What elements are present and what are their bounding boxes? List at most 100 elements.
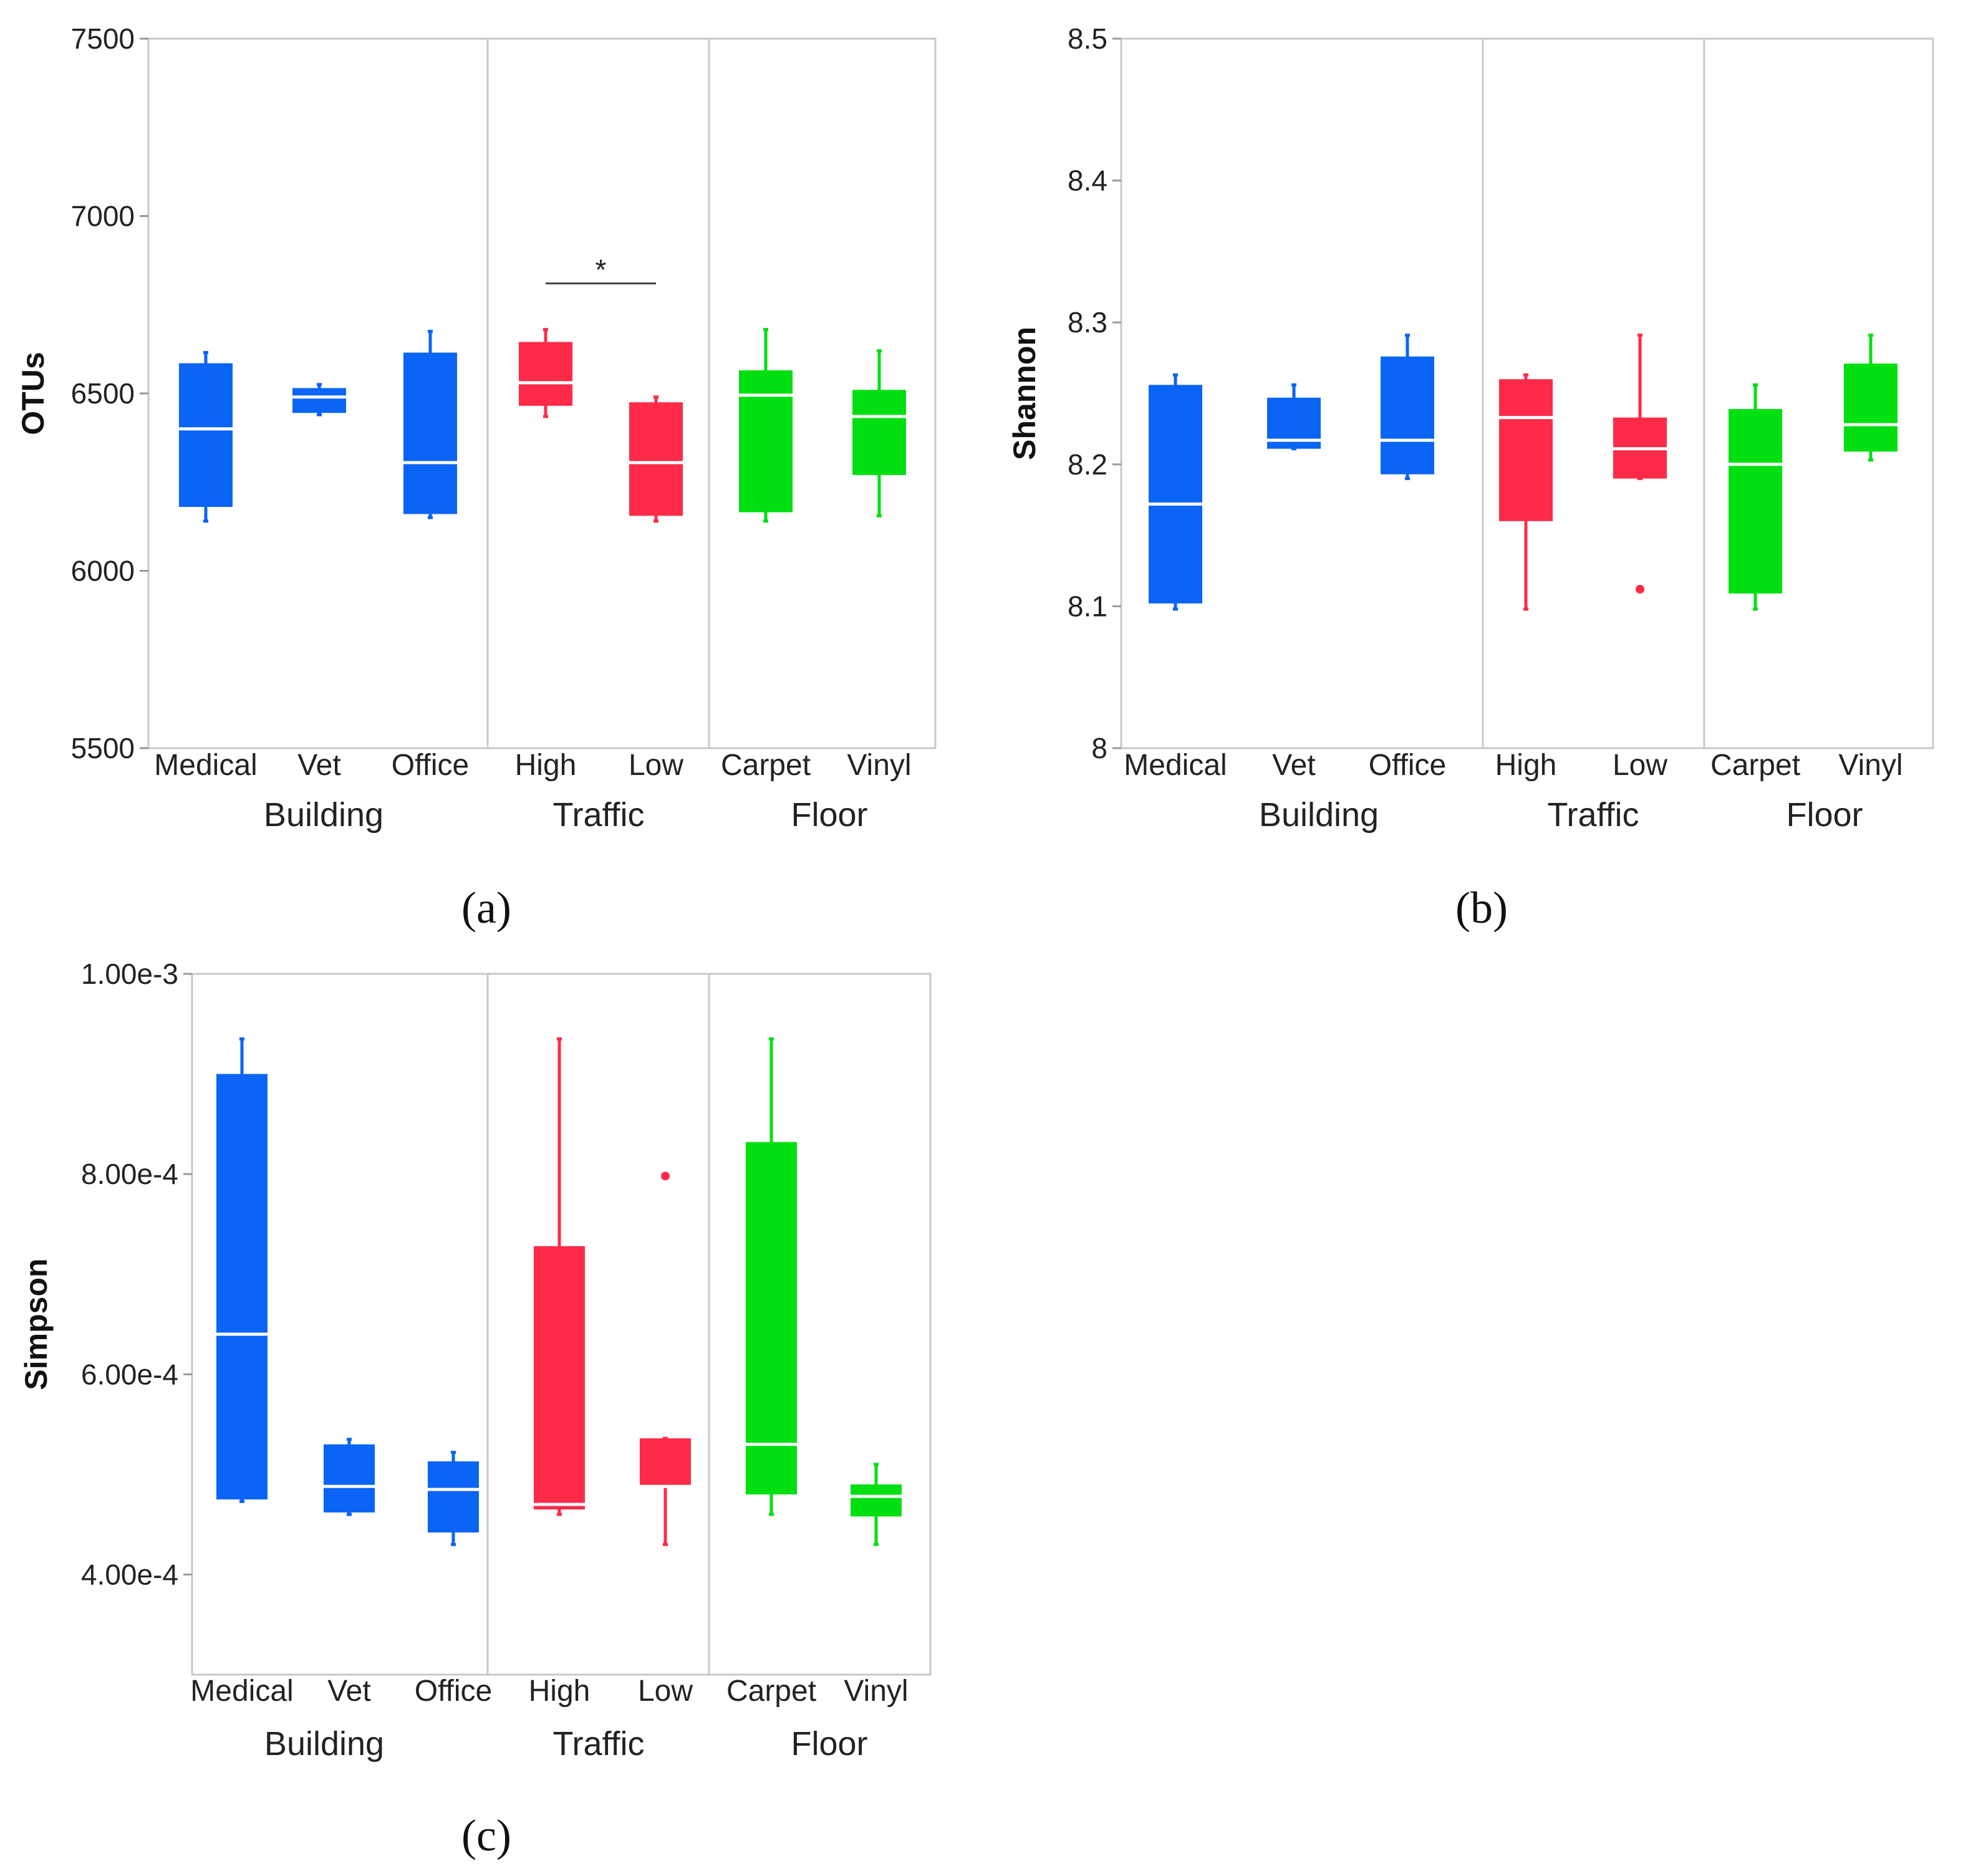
category-label-high: High (1495, 749, 1557, 782)
box-low (629, 395, 683, 523)
box-carpet (746, 1037, 797, 1516)
group-label-floor: Floor (1786, 796, 1863, 834)
category-label-office: Office (392, 749, 470, 782)
box-body (739, 370, 793, 512)
y-tick-label: 6.00e-4 (81, 1358, 178, 1390)
category-label-low: Low (1613, 749, 1667, 782)
box-high (519, 328, 572, 418)
panel-2: 8 8.1 8.2 8.3 8.4 8.5 Shannon Medical Vet Office H… (1007, 22, 1934, 933)
box-carpet (1729, 383, 1782, 611)
box-office (1381, 334, 1434, 481)
panel-label: (b) (1455, 883, 1508, 933)
y-tick-label: 8.3 (1068, 306, 1107, 339)
box-body (216, 1074, 268, 1499)
y-tick-label: 7500 (71, 22, 135, 55)
category-label-office: Office (1369, 749, 1447, 782)
box-vinyl (852, 349, 906, 517)
box-body (629, 402, 683, 516)
category-label-vet: Vet (327, 1675, 370, 1708)
outlier-point (661, 1171, 670, 1181)
box-office (428, 1451, 479, 1546)
y-tick-label: 8.1 (1068, 590, 1107, 622)
group-label-traffic: Traffic (1547, 796, 1639, 834)
category-label-vinyl: Vinyl (847, 749, 911, 782)
box-body (1149, 385, 1202, 604)
box-medical (216, 1037, 268, 1503)
y-tick-label: 6000 (71, 555, 135, 587)
box-body (534, 1246, 585, 1510)
box-vinyl (851, 1463, 902, 1546)
group-label-building: Building (264, 796, 383, 834)
box-body (852, 390, 906, 475)
box-body (403, 352, 457, 514)
y-tick-label: 8.4 (1068, 165, 1107, 197)
category-label-high: High (515, 749, 577, 782)
panel-label: (a) (461, 883, 511, 933)
box-vet (324, 1438, 375, 1516)
box-carpet (739, 328, 793, 523)
box-body (851, 1484, 902, 1517)
y-tick-label: 8.5 (1068, 22, 1107, 55)
y-tick-label: 8 (1091, 732, 1107, 764)
box-high (1499, 373, 1553, 611)
category-label-high: High (529, 1675, 591, 1708)
box-body (519, 342, 572, 406)
box-medical (1149, 373, 1202, 611)
category-label-carpet: Carpet (1710, 749, 1800, 782)
box-low (1613, 334, 1667, 594)
y-tick-label: 1.00e-3 (81, 958, 178, 990)
category-label-office: Office (415, 1675, 493, 1708)
panel-label: (c) (461, 1811, 511, 1860)
box-office (403, 329, 457, 519)
box-body (179, 363, 233, 507)
box-body (1729, 409, 1782, 594)
y-axis-label: Shannon (1007, 327, 1042, 460)
group-label-building: Building (264, 1725, 384, 1763)
box-medical (179, 351, 233, 523)
box-vet (1267, 383, 1321, 451)
box-vinyl (1844, 334, 1898, 462)
group-label-traffic: Traffic (552, 1725, 644, 1763)
category-label-carpet: Carpet (726, 1675, 816, 1708)
outlier-point (1636, 585, 1644, 594)
y-tick-label: 6500 (71, 377, 135, 410)
plot-frame (1120, 37, 1934, 749)
box-low (640, 1171, 691, 1546)
category-label-vet: Vet (297, 749, 340, 782)
box-body (1499, 379, 1553, 521)
panel-1: 5500 6000 6500 7000 7500 OTUs Medical Vet Office… (16, 22, 937, 933)
group-label-floor: Floor (791, 796, 867, 834)
y-tick-label: 5500 (71, 732, 135, 764)
category-label-vinyl: Vinyl (844, 1675, 908, 1708)
category-label-vet: Vet (1272, 749, 1315, 782)
y-tick-label: 4.00e-4 (81, 1558, 178, 1590)
group-label-building: Building (1259, 796, 1379, 834)
y-tick-label: 8.2 (1068, 448, 1107, 481)
box-body (1844, 363, 1898, 452)
y-axis-label: Simpson (19, 1258, 54, 1390)
box-body (640, 1438, 691, 1487)
group-label-traffic: Traffic (552, 796, 644, 834)
box-body (428, 1461, 479, 1532)
box-body (324, 1444, 375, 1513)
category-label-medical: Medical (154, 749, 257, 782)
group-label-floor: Floor (791, 1725, 867, 1763)
y-tick-label: 7000 (71, 200, 135, 233)
y-tick-label: 8.00e-4 (81, 1158, 178, 1190)
panel-3: 4.00e-4 6.00e-4 8.00e-4 1.00e-3 Simpson Medic… (19, 958, 932, 1860)
box-vet (292, 383, 346, 416)
category-label-carpet: Carpet (721, 749, 811, 782)
category-label-medical: Medical (190, 1675, 293, 1708)
category-label-low: Low (629, 749, 683, 782)
category-label-medical: Medical (1124, 749, 1227, 782)
significance-star: * (596, 254, 607, 286)
category-label-vinyl: Vinyl (1838, 749, 1903, 782)
box-high (534, 1037, 585, 1516)
box-body (1381, 356, 1434, 474)
box-body (746, 1142, 797, 1494)
box-body (292, 388, 346, 413)
y-axis-label: OTUs (16, 352, 51, 435)
plot-frame (191, 973, 932, 1676)
